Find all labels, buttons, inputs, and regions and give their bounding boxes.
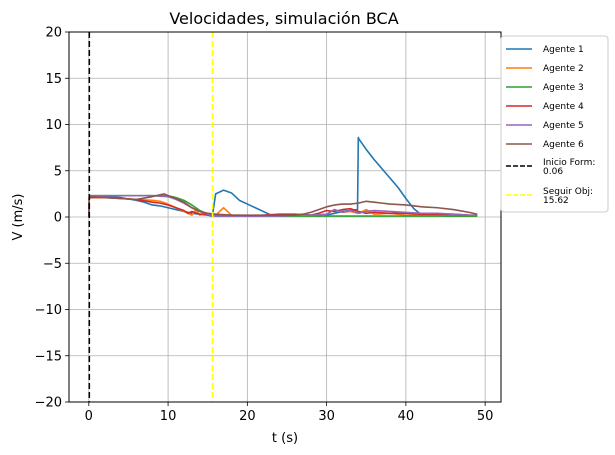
y-tick-label: 0	[54, 211, 62, 226]
x-axis: 0 10 20 30 40 50	[85, 402, 494, 424]
x-tick-label: 20	[239, 409, 256, 424]
x-tick-label: 10	[160, 409, 177, 424]
legend-label-agente-3: Agente 3	[543, 83, 584, 93]
y-tick-label: 20	[45, 26, 62, 41]
plot-area	[88, 32, 478, 402]
legend-label-agente-6: Agente 6	[543, 140, 584, 150]
x-tick-label: 50	[477, 409, 494, 424]
y-axis: −20 −15 −10 −5 0 5 10 15 20	[35, 26, 69, 411]
y-tick-label: 10	[45, 118, 62, 133]
y-tick-label: 15	[45, 72, 62, 87]
legend-label-inicio-form: Inicio Form: 0.06	[543, 158, 595, 177]
legend-box	[500, 35, 609, 213]
y-axis-label: V (m/s)	[11, 194, 26, 241]
legend-label-agente-4: Agente 4	[543, 102, 584, 112]
x-tick-label: 0	[85, 409, 93, 424]
chart-title: Velocidades, simulación BCA	[169, 9, 398, 28]
legend-label-agente-1: Agente 1	[543, 45, 584, 55]
y-tick-label: −5	[43, 257, 62, 272]
legend-label-seguir-obj: Seguir Obj: 15.62	[543, 187, 593, 206]
y-tick-label: −20	[35, 396, 62, 411]
legend: Agente 1 Agente 2 Agente 3 Agente 4 Agente 5…	[500, 35, 609, 213]
y-tick-label: 5	[54, 164, 62, 179]
series-line-agente-6	[88, 193, 478, 218]
legend-label-agente-2: Agente 2	[543, 64, 584, 74]
legend-label-agente-5: Agente 5	[543, 121, 584, 131]
y-tick-label: −10	[35, 303, 62, 318]
y-tick-label: −15	[35, 349, 62, 364]
series-line-agente-1	[88, 136, 478, 218]
x-tick-label: 40	[398, 409, 415, 424]
x-tick-label: 30	[318, 409, 335, 424]
x-axis-label: t (s)	[272, 431, 298, 446]
grid	[69, 31, 501, 403]
